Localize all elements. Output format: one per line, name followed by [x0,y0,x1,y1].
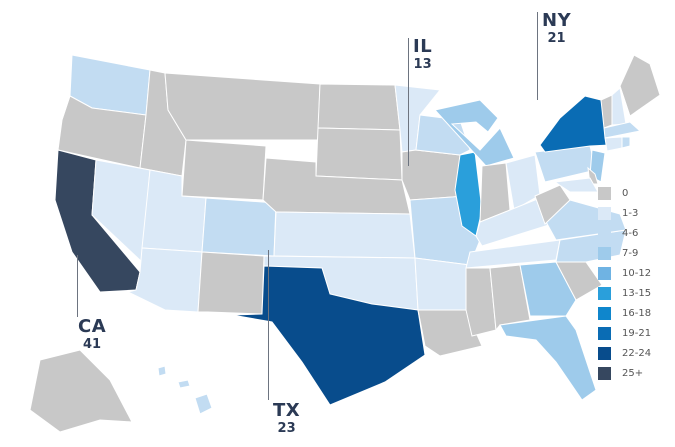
callout-il-value: 13 [413,57,432,72]
state-hi [177,379,191,389]
state-ar [414,257,471,311]
state-ri [621,136,631,149]
state-wv [534,184,571,225]
legend-item: 19-21 [598,323,651,343]
legend-swatch [598,346,611,360]
callout-il: IL 13 [413,36,433,72]
legend-label: 1-3 [622,207,639,219]
state-ct [604,136,623,152]
legend-swatch [598,246,611,260]
state-la [417,309,483,357]
legend-label: 10-12 [622,267,652,279]
legend-item: 10-12 [598,263,651,283]
state-ak [29,349,133,433]
legend-label: 7-9 [622,247,639,259]
state-nm [197,251,265,315]
legend: 0 1-3 4-6 7-9 10-12 13-15 16-18 19-21 22… [598,183,651,383]
callout-tx-code: TX [273,400,301,421]
state-hi [157,365,167,377]
ca-leader-line [77,255,78,317]
state-me [619,54,661,117]
legend-label: 4-6 [622,227,639,239]
legend-item: 13-15 [598,283,651,303]
legend-item: 1-3 [598,203,651,223]
legend-swatch [598,366,611,380]
state-wy [181,139,267,201]
state-mi [434,99,515,167]
legend-swatch [598,266,611,280]
legend-label: 0 [622,187,629,199]
legend-label: 19-21 [622,327,652,339]
callout-tx: TX 23 [273,400,301,436]
legend-label: 16-18 [622,307,652,319]
state-fl [499,315,597,401]
state-ne [262,157,411,215]
state-hi [194,393,213,415]
callout-ca-code: CA [78,316,107,337]
state-ks [273,211,416,259]
state-ma [603,121,642,139]
legend-swatch [598,326,611,340]
il-leader-line [408,38,409,166]
legend-swatch [598,286,611,300]
state-ga [519,261,577,317]
state-ms [465,267,497,337]
legend-label: 13-15 [622,287,652,299]
ny-leader-line [537,12,538,100]
callout-ny-value: 21 [547,31,566,46]
legend-swatch [598,306,611,320]
legend-item: 22-24 [598,343,651,363]
tx-leader-line [268,250,269,400]
callout-ny: NY 21 [542,10,572,46]
legend-item: 4-6 [598,223,651,243]
callout-ca-value: 41 [83,337,102,352]
state-ny [539,95,611,153]
legend-item: 7-9 [598,243,651,263]
legend-item: 0 [598,183,651,203]
state-nd [317,83,401,131]
legend-swatch [598,206,611,220]
state-sd [315,127,403,181]
callout-tx-value: 23 [277,421,296,436]
legend-item: 16-18 [598,303,651,323]
legend-swatch [598,186,611,200]
legend-swatch [598,226,611,240]
legend-label: 25+ [622,367,644,379]
state-mt [164,72,321,141]
state-tx [231,265,426,406]
state-co [201,197,277,257]
callout-ca: CA 41 [78,316,107,352]
callout-il-code: IL [413,36,433,57]
legend-label: 22-24 [622,347,652,359]
legend-item: 25+ [598,363,651,383]
callout-ny-code: NY [542,10,572,31]
